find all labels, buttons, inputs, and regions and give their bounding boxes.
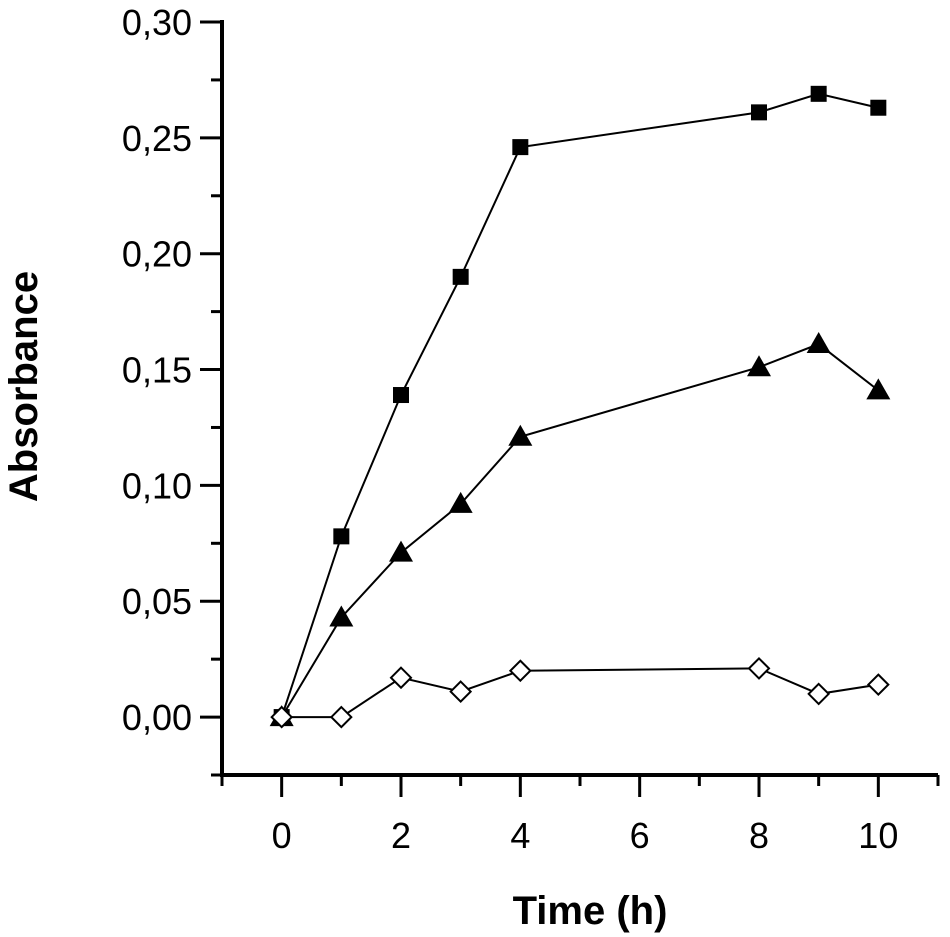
triangle-marker	[806, 332, 831, 354]
axes	[220, 20, 938, 777]
series-line	[280, 342, 879, 718]
y-tick-label: 0,30	[122, 2, 192, 43]
series-line	[280, 92, 879, 718]
y-tick-label: 0,20	[122, 234, 192, 275]
square-marker	[512, 139, 529, 156]
x-tick-label: 6	[630, 815, 650, 856]
square-marker	[452, 268, 469, 285]
diamond-marker	[866, 673, 890, 697]
diamond-marker	[449, 680, 473, 704]
series-line	[281, 667, 879, 719]
triangle-marker	[866, 378, 891, 400]
diamond-marker	[329, 705, 353, 729]
y-tick-label: 0,10	[122, 465, 192, 506]
triangle-marker	[508, 424, 533, 446]
x-tick-label: 2	[391, 815, 411, 856]
square-marker	[751, 104, 767, 121]
y-axis-ticks: 0,00 0,05 0,10 0,15 0,20 0,25 0,30	[122, 2, 222, 777]
series-open-diamond	[270, 657, 890, 729]
x-tick-label: 4	[510, 815, 530, 856]
square-marker	[870, 99, 887, 116]
square-marker	[333, 528, 350, 545]
x-axis-title: Time (h)	[513, 889, 668, 933]
series-filled-square	[273, 85, 887, 726]
triangle-marker	[448, 491, 473, 513]
triangle-marker	[747, 355, 771, 377]
y-axis-title: Absorbance	[2, 271, 46, 502]
square-marker	[810, 85, 827, 102]
diamond-marker	[270, 705, 294, 729]
triangle-marker	[329, 605, 354, 627]
diamond-marker	[508, 659, 532, 683]
y-tick-label: 0,05	[122, 581, 192, 622]
diamond-marker	[389, 666, 413, 690]
x-tick-label: 0	[272, 815, 292, 856]
series-layer	[269, 85, 891, 729]
x-tick-label: 10	[858, 815, 898, 856]
y-tick-label: 0,25	[122, 118, 192, 159]
y-tick-label: 0,00	[122, 697, 192, 738]
triangle-marker	[389, 540, 413, 562]
y-tick-label: 0,15	[122, 350, 192, 391]
x-tick-label: 8	[749, 815, 769, 856]
diamond-marker	[807, 682, 831, 706]
diamond-marker	[747, 657, 771, 680]
square-marker	[393, 387, 409, 404]
x-axis-ticks: 0 2 4 6 8 10	[220, 775, 940, 856]
series-filled-triangle	[269, 332, 891, 727]
